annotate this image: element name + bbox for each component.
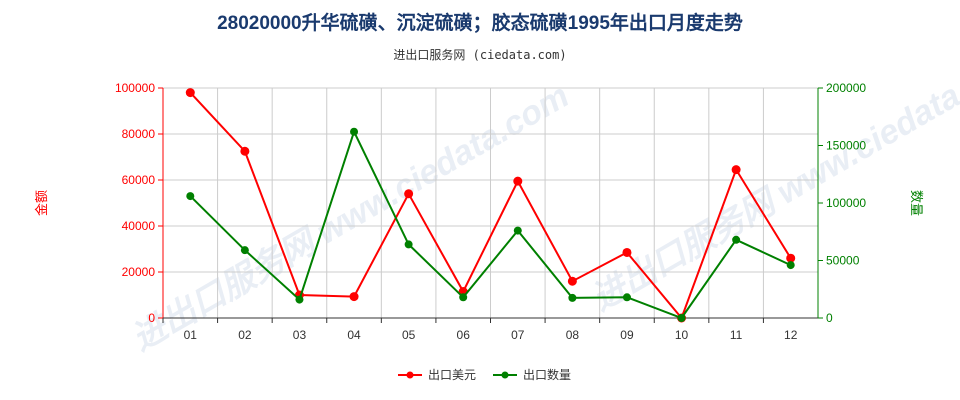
x-tick-label: 01	[184, 328, 198, 342]
data-point-usd	[185, 88, 195, 98]
series-line-usd	[189, 91, 792, 320]
x-tick-label: 09	[620, 328, 634, 342]
data-point-qty	[350, 127, 359, 136]
data-point-qty	[404, 240, 413, 249]
data-point-qty	[786, 261, 795, 270]
x-tick-label: 10	[675, 328, 689, 342]
data-point-qty	[568, 293, 577, 302]
data-point-qty	[513, 226, 522, 235]
data-point-qty	[240, 246, 249, 255]
data-point-usd	[240, 146, 250, 156]
x-tick-label: 04	[347, 328, 361, 342]
y-right-axis-label: 数量	[908, 190, 923, 216]
x-tick-label: 08	[566, 328, 580, 342]
x-tick-label: 03	[293, 328, 307, 342]
data-point-usd	[404, 189, 414, 199]
data-point-usd	[513, 176, 523, 186]
data-point-usd	[349, 292, 359, 302]
y-left-tick-label: 0	[148, 311, 155, 325]
y-right-tick-label: 50000	[826, 254, 860, 268]
data-point-qty	[732, 235, 741, 244]
y-right-tick-label: 0	[826, 311, 833, 325]
legend-marker-usd	[406, 371, 414, 379]
y-right-tick-label: 100000	[826, 196, 866, 210]
data-point-usd	[622, 247, 632, 257]
x-tick-label: 02	[238, 328, 252, 342]
y-right-tick-label: 200000	[826, 81, 866, 95]
x-tick-label: 11	[730, 328, 743, 342]
chart-title: 28020000升华硫磺、沉淀硫磺；胶态硫磺1995年出口月度走势	[217, 13, 743, 34]
x-tick-label: 06	[457, 328, 471, 342]
data-point-qty	[459, 293, 468, 302]
legend-marker-qty	[501, 371, 509, 379]
y-left-tick-label: 80000	[122, 127, 156, 141]
data-point-qty	[295, 295, 304, 304]
y-right-tick-label: 150000	[826, 139, 866, 153]
y-left-tick-label: 100000	[115, 81, 155, 95]
data-point-qty	[677, 314, 686, 322]
data-point-usd	[567, 276, 577, 286]
series-line-qty	[189, 129, 792, 320]
chart-subtitle: 进出口服务网 (ciedata.com)	[393, 48, 567, 62]
data-point-qty	[622, 293, 631, 302]
y-left-axis-label: 金额	[34, 190, 50, 216]
data-point-qty	[186, 192, 195, 201]
y-left-tick-label: 40000	[122, 219, 156, 233]
legend-label-qty: 出口数量	[523, 367, 571, 382]
x-tick-label: 12	[784, 328, 798, 342]
x-tick-label: 05	[402, 328, 416, 342]
legend-label-usd: 出口美元	[428, 368, 476, 382]
data-point-usd	[786, 253, 796, 263]
y-left-tick-label: 20000	[122, 265, 156, 279]
x-tick-label: 07	[511, 328, 525, 342]
y-left-tick-label: 60000	[122, 173, 156, 187]
data-point-usd	[731, 165, 741, 175]
